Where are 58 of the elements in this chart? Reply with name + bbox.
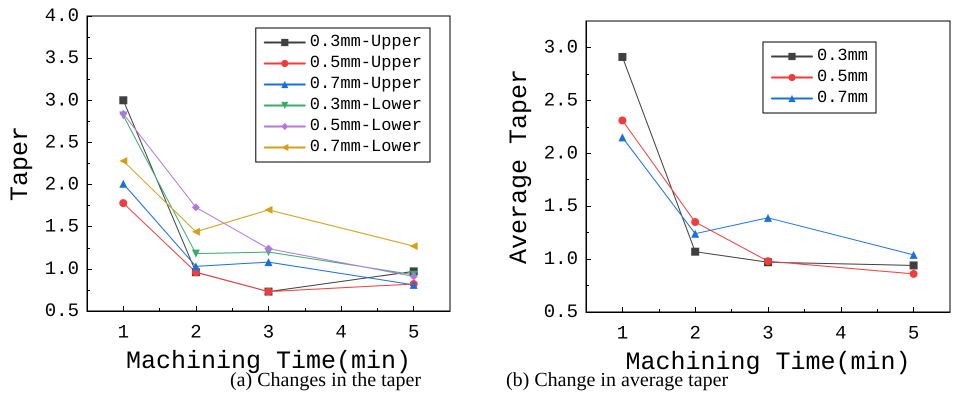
x-tick-label: 5: [908, 322, 920, 344]
legend-label: 0.7mm-Upper: [310, 75, 422, 94]
point: [192, 262, 200, 270]
point: [910, 270, 918, 278]
x-tick-label: 5: [408, 322, 420, 344]
legend-label: 0.5mm: [816, 68, 868, 87]
y-tick-label: 2.5: [544, 89, 578, 112]
legend-label: 0.5mm-Lower: [310, 117, 422, 136]
y-tick-label: 1.0: [44, 258, 79, 280]
y-tick-label: 1.5: [544, 195, 578, 218]
legend-label: 0.3mm-Upper: [310, 33, 422, 52]
point: [192, 203, 200, 212]
y-tick-label: 3.0: [544, 36, 578, 58]
point: [410, 242, 418, 250]
point: [618, 52, 626, 61]
y-tick-label: 3.0: [44, 89, 79, 112]
y-tick-label: 2.0: [544, 142, 578, 164]
point: [192, 228, 200, 236]
legend-label: 0.7mm-Lower: [310, 138, 422, 157]
point: [691, 218, 700, 226]
point: [910, 261, 918, 270]
y-tick-label: 0.5: [544, 301, 578, 323]
point: [910, 250, 918, 259]
legend-label: 0.5mm-Upper: [310, 54, 422, 73]
point: [691, 230, 700, 238]
legend-label: 0.3mm: [816, 47, 868, 66]
x-tick-label: 1: [118, 322, 130, 344]
point: [119, 180, 128, 188]
point: [264, 244, 272, 253]
text: (b) Change in average taper: [506, 369, 728, 391]
y-tick-label: 2.5: [44, 131, 79, 154]
y-tick-label: 4.0: [44, 5, 79, 27]
y-tick-label: 1.0: [544, 248, 578, 270]
y-tick-label: 3.5: [44, 47, 79, 70]
point: [119, 156, 128, 165]
x-tick-label: 2: [190, 322, 202, 344]
x-tick-label: 3: [262, 322, 274, 344]
point: [119, 199, 128, 208]
legend-label: 0.7mm: [816, 89, 868, 108]
point: [764, 214, 772, 222]
y-tick-label: 1.5: [44, 216, 79, 238]
x-tick-label: 1: [616, 322, 628, 344]
y-axis-title: Average Taper: [505, 68, 534, 264]
point: [119, 96, 128, 104]
x-tick-label: 2: [689, 322, 701, 344]
point: [691, 248, 700, 256]
legend-label: 0.3mm-Lower: [310, 96, 422, 115]
y-tick-label: 0.5: [44, 300, 79, 322]
x-tick-label: 4: [835, 322, 847, 344]
y-tick-label: 2.0: [44, 174, 79, 196]
y-axis-title: Taper: [6, 126, 35, 202]
x-tick-label: 4: [335, 322, 347, 344]
point: [192, 250, 200, 258]
point: [264, 258, 272, 266]
point: [618, 116, 626, 124]
x-tick-label: 3: [762, 322, 774, 344]
point: [264, 206, 272, 214]
point: [618, 133, 626, 142]
